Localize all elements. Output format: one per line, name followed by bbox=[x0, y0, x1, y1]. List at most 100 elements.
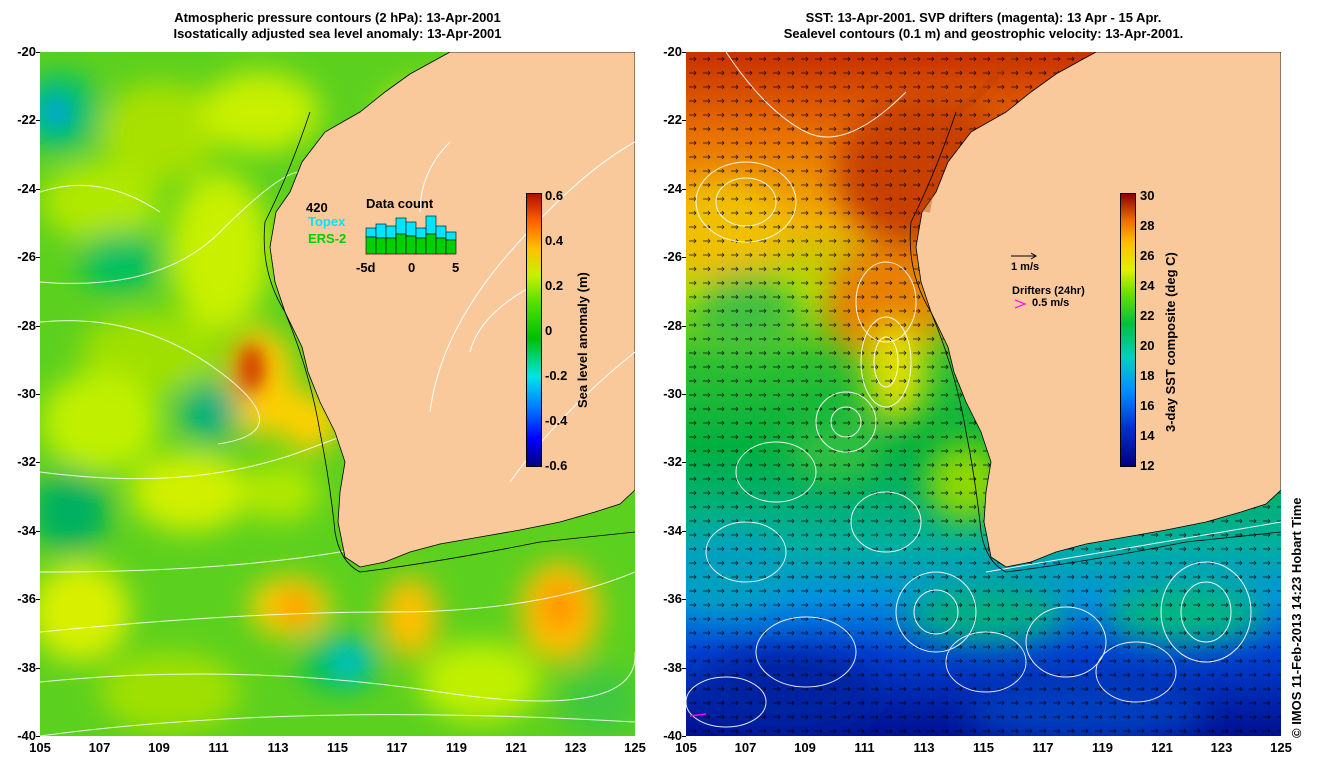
left-ytick-mark bbox=[36, 188, 40, 190]
sla-colorbar-tick-0.4: 0.4 bbox=[545, 233, 564, 248]
data-count-xtick-5: 5 bbox=[452, 260, 460, 275]
right-panel-title: SST: 13-Apr-2001. SVP drifters (magenta)… bbox=[686, 10, 1281, 42]
left-ytick--34: -34 bbox=[17, 522, 36, 538]
sst-colorbar-tick-12: 12 bbox=[1140, 458, 1155, 473]
right-xtick-121: 121 bbox=[1151, 740, 1173, 755]
right-xtick-123: 123 bbox=[1210, 740, 1233, 755]
right-xtick-125: 125 bbox=[1270, 740, 1292, 755]
sla-colorbar-tick--0.6: -0.6 bbox=[545, 458, 568, 473]
left-ytick--22: -22 bbox=[17, 112, 36, 128]
left-ytick--26: -26 bbox=[17, 249, 36, 265]
left-xtick-105: 105 bbox=[29, 740, 51, 755]
drifter-legend-value: 0.5 m/s bbox=[1032, 297, 1070, 309]
left-ytick--28: -28 bbox=[17, 317, 36, 333]
right-ytick-mark bbox=[682, 257, 686, 259]
sst-map-graphic bbox=[686, 52, 1281, 736]
sst-colorbar-tick-14: 14 bbox=[1140, 428, 1155, 443]
right-xtick-117: 117 bbox=[1032, 740, 1054, 755]
left-xtick-119: 119 bbox=[446, 740, 467, 755]
data-count-title: Data count bbox=[366, 196, 434, 211]
right-ytick-mark bbox=[682, 325, 686, 327]
right-ytick--24: -24 bbox=[663, 180, 682, 196]
right-ytick-mark bbox=[682, 188, 686, 190]
australia-landmass bbox=[269, 52, 635, 568]
left-ytick--24: -24 bbox=[17, 180, 36, 196]
velocity-scale-arrow bbox=[1011, 252, 1037, 260]
left-xtick-107: 107 bbox=[88, 740, 111, 755]
data-count-topex-label: Topex bbox=[308, 214, 346, 229]
right-xtick-115: 115 bbox=[973, 740, 994, 755]
drifter-legend-arrow bbox=[1014, 299, 1027, 309]
right-ytick--38: -38 bbox=[663, 659, 682, 675]
right-ytick-mark bbox=[682, 120, 686, 122]
sst-colorbar-tick-26: 26 bbox=[1140, 248, 1155, 263]
sla-colorbar-tick--0.2: -0.2 bbox=[545, 368, 568, 383]
right-ytick--22: -22 bbox=[663, 112, 682, 128]
continental-shelf-contour bbox=[263, 111, 635, 573]
left-ytick--36: -36 bbox=[17, 591, 36, 607]
left-ytick--38: -38 bbox=[17, 659, 36, 675]
right-title-line1: SST: 13-Apr-2001. SVP drifters (magenta)… bbox=[805, 10, 1162, 25]
shelf-contour-right bbox=[909, 111, 1281, 573]
credit-text: © IMOS 11-Feb-2013 14:23 Hobart Time bbox=[1289, 497, 1304, 738]
left-ytick-mark bbox=[36, 530, 40, 532]
data-count-xtick-minus5: -5d bbox=[356, 260, 376, 275]
left-xtick-115: 115 bbox=[327, 740, 348, 755]
left-ytick-mark bbox=[36, 667, 40, 669]
left-xtick-109: 109 bbox=[148, 740, 170, 755]
sst-map[interactable] bbox=[686, 52, 1281, 736]
sst-colorbar-tick-22: 22 bbox=[1140, 308, 1155, 323]
right-ytick--20: -20 bbox=[663, 44, 682, 59]
australia-landmass-right bbox=[915, 52, 1281, 568]
left-xtick-113: 113 bbox=[267, 740, 289, 755]
left-ytick--20: -20 bbox=[17, 44, 36, 59]
right-ytick--32: -32 bbox=[663, 454, 682, 470]
right-ytick--36: -36 bbox=[663, 591, 682, 607]
left-title-line1: Atmospheric pressure contours (2 hPa): 1… bbox=[174, 10, 501, 25]
data-count-histogram bbox=[365, 215, 457, 255]
left-ytick-mark bbox=[36, 257, 40, 259]
right-xtick-119: 119 bbox=[1092, 740, 1113, 755]
left-ytick-mark bbox=[36, 599, 40, 601]
data-count-inset: 420 Data count Topex ERS-2 -5d 0 5 bbox=[306, 196, 466, 278]
right-ytick-mark bbox=[682, 736, 686, 737]
left-xtick-111: 111 bbox=[208, 740, 229, 755]
right-xtick-111: 111 bbox=[854, 740, 875, 755]
left-xtick-117: 117 bbox=[386, 740, 408, 755]
sst-colorbar-title: 3-day SST composite (deg C) bbox=[1163, 252, 1178, 432]
right-xtick-109: 109 bbox=[794, 740, 816, 755]
sst-colorbar-tick-28: 28 bbox=[1140, 218, 1155, 233]
right-ytick-mark bbox=[682, 667, 686, 669]
sst-colorbar bbox=[1120, 193, 1136, 467]
right-xtick-107: 107 bbox=[734, 740, 757, 755]
right-ytick-mark bbox=[682, 394, 686, 395]
left-ytick-mark bbox=[36, 394, 40, 395]
right-title-line2: Sealevel contours (0.1 m) and geostrophi… bbox=[783, 26, 1184, 41]
left-ytick--40: -40 bbox=[17, 728, 36, 743]
sla-colorbar-title: Sea level anomaly (m) bbox=[575, 272, 590, 408]
sst-colorbar-tick-24: 24 bbox=[1140, 278, 1155, 293]
sla-colorbar bbox=[526, 193, 542, 467]
left-ytick--30: -30 bbox=[17, 386, 36, 401]
sla-map-graphic bbox=[40, 52, 635, 736]
data-count-total: 420 bbox=[306, 200, 328, 215]
sla-colorbar-tick-0: 0 bbox=[545, 323, 553, 338]
left-ytick-mark bbox=[36, 736, 40, 737]
left-ytick-mark bbox=[36, 52, 40, 53]
sla-colorbar-tick--0.4: -0.4 bbox=[545, 413, 568, 428]
left-ytick-mark bbox=[36, 462, 40, 464]
left-title-line2: Isostatically adjusted sea level anomaly… bbox=[173, 26, 502, 41]
right-ytick-mark bbox=[682, 462, 686, 464]
right-ytick--28: -28 bbox=[663, 317, 682, 333]
sla-colorbar-tick-0.6: 0.6 bbox=[545, 188, 564, 203]
right-ytick--40: -40 bbox=[663, 728, 682, 743]
sea-level-anomaly-map[interactable] bbox=[40, 52, 635, 736]
right-xtick-105: 105 bbox=[675, 740, 697, 755]
land-contours bbox=[419, 141, 635, 483]
right-ytick--34: -34 bbox=[663, 522, 682, 538]
right-ytick--30: -30 bbox=[663, 386, 682, 401]
left-xtick-123: 123 bbox=[564, 740, 587, 755]
data-count-ers2-label: ERS-2 bbox=[308, 231, 347, 246]
left-ytick-mark bbox=[36, 120, 40, 122]
sst-colorbar-tick-18: 18 bbox=[1140, 368, 1155, 383]
